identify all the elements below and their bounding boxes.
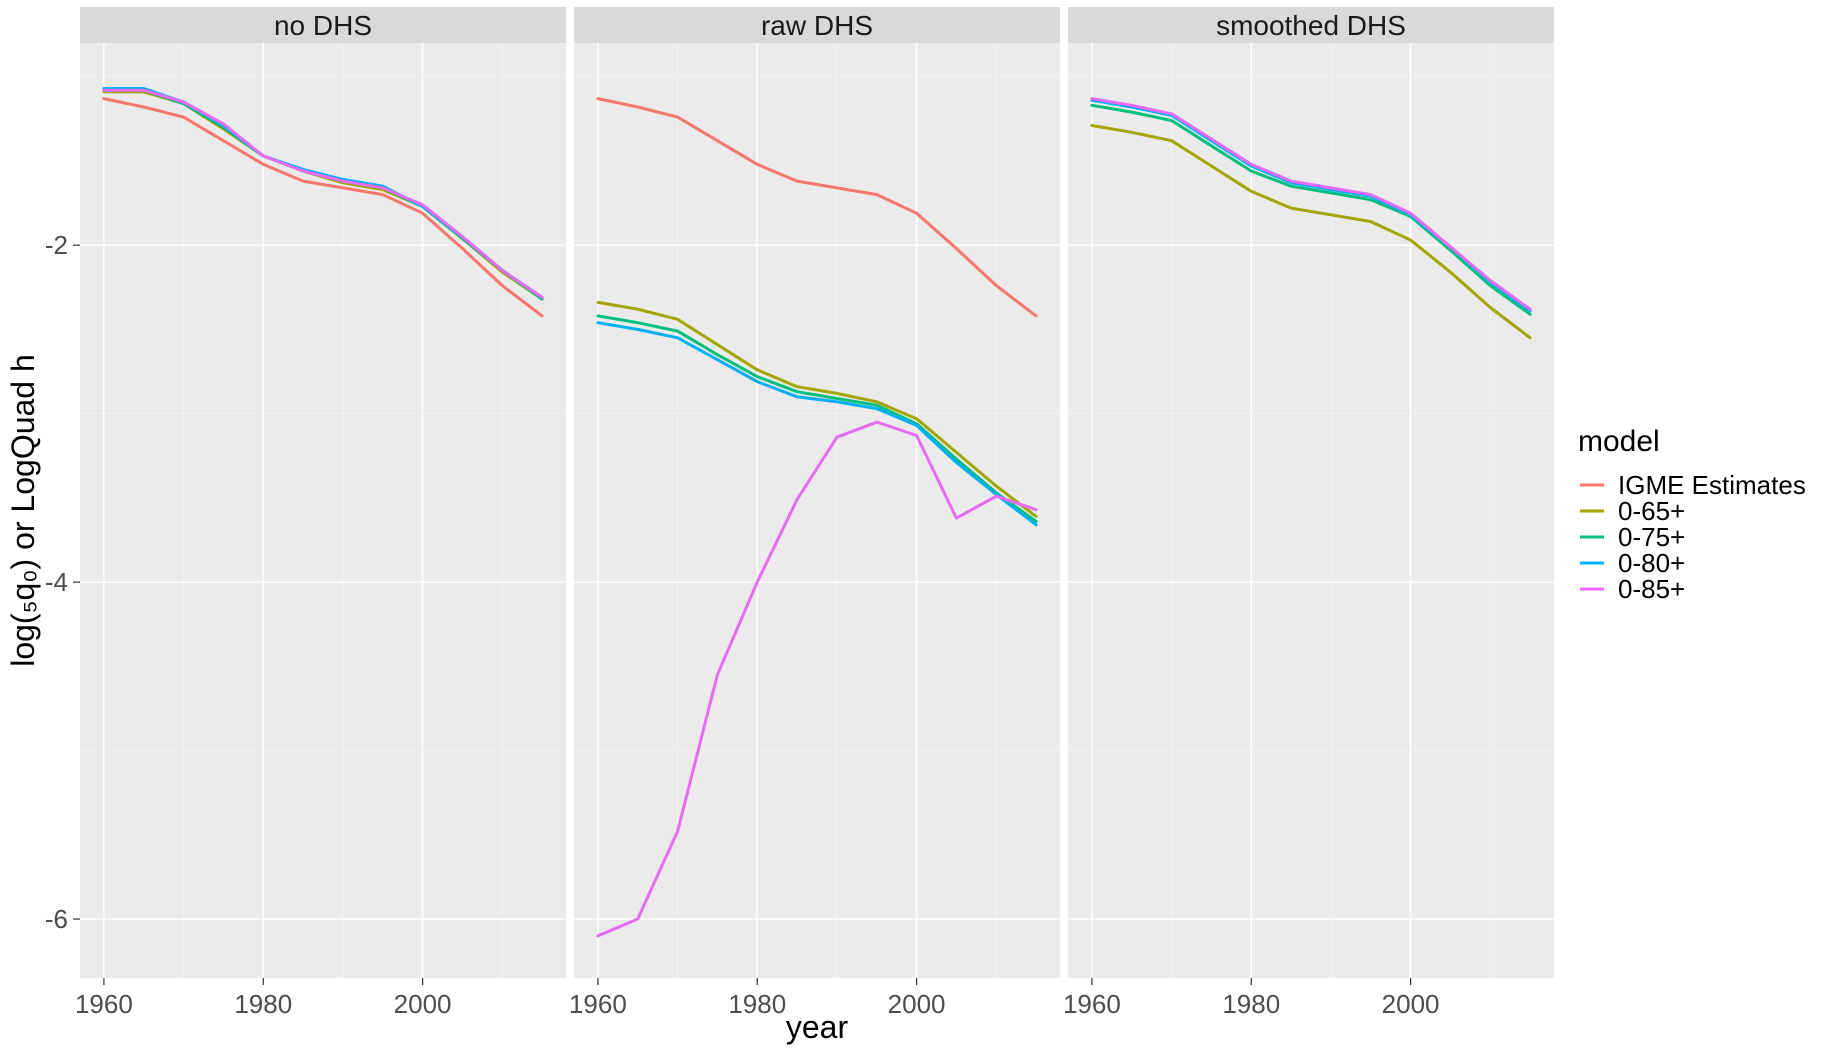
series-line-0-75 bbox=[596, 314, 1038, 523]
y-tick-label: -6 bbox=[45, 904, 68, 934]
legend-title: model bbox=[1578, 425, 1660, 458]
facet-panel: raw DHS 1960 1980 2000 bbox=[569, 7, 1060, 1019]
facet-strip bbox=[80, 7, 566, 43]
series-line-igme-estimates bbox=[102, 97, 544, 318]
legend-label: IGME Estimates bbox=[1618, 470, 1806, 500]
series-line-0-85 bbox=[1090, 97, 1532, 311]
facet-strip-label: smoothed DHS bbox=[1216, 10, 1406, 41]
x-tick-label: 1980 bbox=[1222, 989, 1280, 1019]
y-tick-label: -4 bbox=[45, 567, 68, 597]
series-line-igme-estimates bbox=[596, 97, 1038, 318]
series-line-0-75 bbox=[1090, 103, 1532, 316]
facet-strip-label: raw DHS bbox=[761, 10, 873, 41]
x-tick-label: 2000 bbox=[394, 989, 452, 1019]
panel-background bbox=[1068, 43, 1554, 978]
facet-strip bbox=[574, 7, 1060, 43]
legend-label: 0-80+ bbox=[1618, 548, 1685, 578]
x-tick-label: 1960 bbox=[75, 989, 133, 1019]
x-tick-label: 1980 bbox=[728, 989, 786, 1019]
series-line-0-85 bbox=[102, 88, 544, 299]
panel-background bbox=[574, 43, 1060, 978]
series-line-0-85 bbox=[596, 420, 1038, 938]
series-line-0-65 bbox=[1090, 124, 1532, 340]
y-axis-title: log(₅q₀) or LogQuad h bbox=[5, 354, 41, 667]
x-tick-label: 1960 bbox=[1063, 989, 1121, 1019]
panel-background bbox=[80, 43, 566, 978]
x-tick-label: 2000 bbox=[888, 989, 946, 1019]
x-tick-label: 1980 bbox=[234, 989, 292, 1019]
facet-strip-label: no DHS bbox=[274, 10, 372, 41]
y-tick-label: -2 bbox=[45, 230, 68, 260]
facet-strip bbox=[1068, 7, 1554, 43]
legend-label: 0-65+ bbox=[1618, 496, 1685, 526]
x-axis-title: year bbox=[786, 1009, 849, 1045]
x-tick-label: 1960 bbox=[569, 989, 627, 1019]
series-line-0-80 bbox=[596, 321, 1038, 527]
legend-label: 0-85+ bbox=[1618, 574, 1685, 604]
facet-panel: no DHS 1960 1980 2000 bbox=[75, 7, 566, 1019]
legend-label: 0-75+ bbox=[1618, 522, 1685, 552]
x-tick-label: 2000 bbox=[1382, 989, 1440, 1019]
series-line-0-65 bbox=[596, 300, 1038, 518]
facet-panel: smoothed DHS 1960 1980 2000 bbox=[1063, 7, 1554, 1019]
